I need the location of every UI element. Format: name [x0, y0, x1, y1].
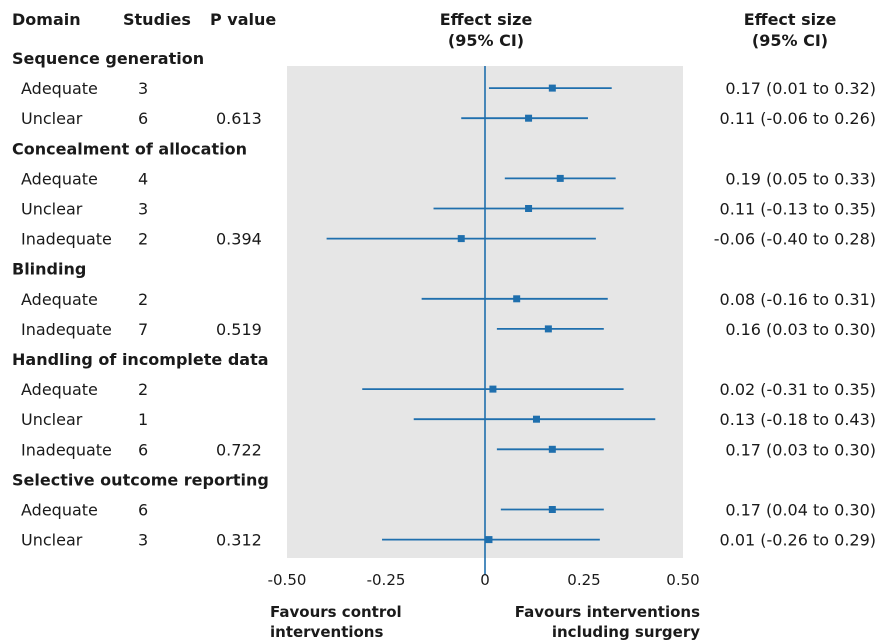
row-domain-label: Inadequate	[21, 440, 112, 459]
row-ci-text: 0.11 (-0.06 to 0.26)	[720, 109, 876, 128]
point-estimate	[489, 385, 497, 393]
row-studies: 2	[138, 380, 148, 399]
group-label: Selective outcome reporting	[12, 470, 269, 489]
row-ci-text: 0.17 (0.01 to 0.32)	[725, 79, 876, 98]
row-studies: 3	[138, 79, 148, 98]
row-studies: 3	[138, 200, 148, 219]
row-ci-text: 0.13 (-0.18 to 0.43)	[720, 410, 876, 429]
point-estimate	[525, 205, 533, 212]
point-estimate	[544, 325, 552, 333]
footer-right-line1: Favours interventions	[515, 603, 700, 621]
group-label: Blinding	[12, 260, 86, 279]
point-estimate	[532, 415, 540, 423]
row-domain-label: Adequate	[21, 290, 98, 309]
header-effect-size-right-ci: (95% CI)	[752, 31, 828, 50]
x-tick-label: -0.25	[367, 571, 406, 589]
x-tick-label: 0.25	[567, 571, 600, 589]
row-studies: 7	[138, 320, 148, 339]
row-p-value: 0.613	[216, 109, 262, 128]
row-domain-label: Adequate	[21, 380, 98, 399]
header-effect-size-right: Effect size	[744, 10, 837, 29]
row-p-value: 0.519	[216, 320, 262, 339]
row-ci-text: 0.17 (0.03 to 0.30)	[725, 440, 876, 459]
row-p-value: 0.394	[216, 230, 262, 249]
row-ci-text: 0.17 (0.04 to 0.30)	[725, 501, 876, 520]
group-label: Concealment of allocation	[12, 139, 247, 158]
row-studies: 6	[138, 440, 148, 459]
row-ci-text: -0.06 (-0.40 to 0.28)	[714, 230, 876, 249]
row-p-value: 0.722	[216, 440, 262, 459]
x-tick-label: 0.50	[666, 571, 699, 589]
row-studies: 4	[138, 169, 148, 188]
row-ci-text: 0.16 (0.03 to 0.30)	[725, 320, 876, 339]
point-estimate	[457, 235, 465, 243]
point-estimate	[548, 506, 556, 513]
row-domain-label: Inadequate	[21, 230, 112, 249]
group-label: Handling of incomplete data	[12, 350, 269, 369]
row-ci-text: 0.19 (0.05 to 0.33)	[725, 169, 876, 188]
row-studies: 2	[138, 290, 148, 309]
point-estimate	[548, 445, 556, 453]
footer-left-line1: Favours control	[270, 603, 402, 621]
row-studies: 3	[138, 531, 148, 550]
row-p-value: 0.312	[216, 531, 262, 550]
point-estimate	[548, 84, 556, 92]
row-studies: 2	[138, 230, 148, 249]
row-domain-label: Inadequate	[21, 320, 112, 339]
row-ci-text: 0.02 (-0.31 to 0.35)	[720, 380, 876, 399]
header-effect-size-mid: Effect size	[440, 10, 533, 29]
row-domain-label: Unclear	[21, 200, 83, 219]
row-studies: 6	[138, 501, 148, 520]
row-ci-text: 0.01 (-0.26 to 0.29)	[720, 531, 876, 550]
header-p-value: P value	[210, 10, 276, 29]
point-estimate	[485, 536, 493, 544]
header-effect-size-mid-ci: (95% CI)	[448, 31, 524, 50]
x-tick-label: 0	[480, 571, 490, 589]
footer-right-line2: including surgery	[552, 623, 700, 641]
point-estimate	[513, 295, 521, 303]
row-domain-label: Unclear	[21, 109, 83, 128]
row-domain-label: Adequate	[21, 501, 98, 520]
row-ci-text: 0.08 (-0.16 to 0.31)	[720, 290, 876, 309]
header-domain: Domain	[12, 10, 81, 29]
point-estimate	[525, 114, 533, 122]
row-studies: 6	[138, 109, 148, 128]
row-domain-label: Unclear	[21, 410, 83, 429]
row-domain-label: Adequate	[21, 79, 98, 98]
row-ci-text: 0.11 (-0.13 to 0.35)	[720, 200, 876, 219]
row-domain-label: Unclear	[21, 531, 83, 550]
row-studies: 1	[138, 410, 148, 429]
footer-left-line2: interventions	[270, 623, 383, 641]
group-label: Sequence generation	[12, 49, 204, 68]
row-domain-label: Adequate	[21, 169, 98, 188]
header-studies: Studies	[123, 10, 191, 29]
point-estimate	[556, 174, 564, 182]
x-tick-label: -0.50	[268, 571, 307, 589]
